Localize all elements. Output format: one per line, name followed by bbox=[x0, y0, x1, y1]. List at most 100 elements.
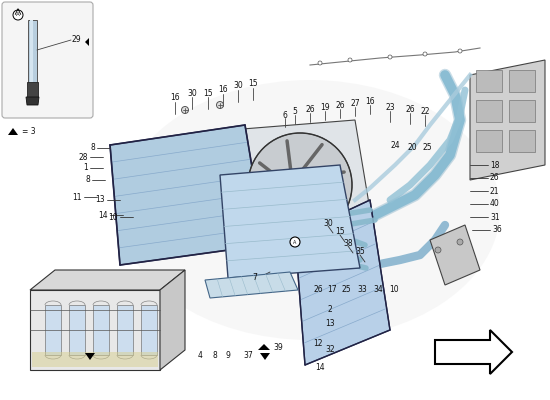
Text: 14: 14 bbox=[98, 210, 108, 220]
Text: 25: 25 bbox=[422, 144, 432, 152]
Polygon shape bbox=[205, 272, 298, 298]
Polygon shape bbox=[26, 97, 39, 105]
Polygon shape bbox=[470, 60, 545, 180]
Text: 6: 6 bbox=[283, 110, 288, 120]
Text: 2: 2 bbox=[328, 306, 332, 314]
Text: 39: 39 bbox=[273, 342, 283, 352]
Circle shape bbox=[457, 239, 463, 245]
Text: 23: 23 bbox=[385, 104, 395, 112]
Circle shape bbox=[13, 10, 23, 20]
Polygon shape bbox=[258, 344, 270, 350]
Circle shape bbox=[348, 58, 352, 62]
Text: 19: 19 bbox=[320, 104, 330, 112]
Text: 15: 15 bbox=[248, 80, 258, 88]
Bar bbox=[509, 70, 535, 92]
Text: 30: 30 bbox=[323, 218, 333, 228]
Text: 29: 29 bbox=[72, 36, 81, 44]
Bar bbox=[476, 70, 502, 92]
Text: 38: 38 bbox=[343, 238, 353, 248]
Circle shape bbox=[458, 49, 462, 53]
Text: 26: 26 bbox=[313, 286, 323, 294]
Polygon shape bbox=[160, 270, 185, 370]
Text: A: A bbox=[293, 240, 296, 244]
Text: 22: 22 bbox=[420, 108, 430, 116]
Text: 31: 31 bbox=[490, 212, 499, 222]
Polygon shape bbox=[230, 120, 375, 250]
Text: 17: 17 bbox=[327, 286, 337, 294]
Text: 25: 25 bbox=[341, 286, 351, 294]
Text: 26: 26 bbox=[305, 106, 315, 114]
Circle shape bbox=[423, 52, 427, 56]
Text: 10: 10 bbox=[108, 212, 118, 222]
Bar bbox=[117, 305, 133, 355]
Text: 28: 28 bbox=[79, 152, 88, 162]
Text: 33: 33 bbox=[357, 286, 367, 294]
Circle shape bbox=[435, 247, 441, 253]
Text: 26: 26 bbox=[335, 102, 345, 110]
Circle shape bbox=[290, 175, 310, 195]
Text: 13: 13 bbox=[95, 196, 105, 204]
Text: 30: 30 bbox=[233, 82, 243, 90]
Bar bbox=[476, 100, 502, 122]
Text: 26: 26 bbox=[490, 174, 499, 182]
Text: 5: 5 bbox=[293, 108, 298, 116]
Bar bbox=[509, 100, 535, 122]
Polygon shape bbox=[85, 38, 89, 46]
Text: 21: 21 bbox=[490, 186, 499, 196]
Text: 10: 10 bbox=[389, 286, 399, 294]
Text: 16: 16 bbox=[218, 86, 228, 94]
Polygon shape bbox=[85, 353, 95, 360]
Bar bbox=[509, 130, 535, 152]
Polygon shape bbox=[260, 353, 270, 360]
Text: 16: 16 bbox=[170, 94, 180, 102]
Circle shape bbox=[248, 133, 352, 237]
Polygon shape bbox=[220, 165, 360, 278]
Polygon shape bbox=[110, 125, 265, 265]
Text: A: A bbox=[16, 12, 20, 18]
Text: = 3: = 3 bbox=[22, 126, 36, 136]
Text: 37: 37 bbox=[243, 350, 253, 360]
Text: 12: 12 bbox=[314, 338, 323, 348]
Bar bbox=[27, 82, 38, 97]
Text: 20: 20 bbox=[407, 144, 417, 152]
Circle shape bbox=[290, 237, 300, 247]
Bar bbox=[141, 305, 157, 355]
Text: 16: 16 bbox=[365, 98, 375, 106]
Text: 26: 26 bbox=[405, 106, 415, 114]
Text: 36: 36 bbox=[492, 226, 502, 234]
Bar bbox=[69, 305, 85, 355]
Polygon shape bbox=[435, 330, 512, 374]
Polygon shape bbox=[295, 200, 390, 365]
Text: 30: 30 bbox=[187, 88, 197, 98]
Polygon shape bbox=[30, 290, 160, 370]
Text: 8: 8 bbox=[213, 350, 217, 360]
Circle shape bbox=[217, 102, 223, 108]
Text: 35: 35 bbox=[355, 248, 365, 256]
Text: 34: 34 bbox=[373, 286, 383, 294]
Polygon shape bbox=[430, 225, 480, 285]
Text: 27: 27 bbox=[350, 100, 360, 108]
Text: 14: 14 bbox=[315, 364, 325, 372]
Text: 15: 15 bbox=[335, 228, 345, 236]
Circle shape bbox=[182, 106, 189, 114]
Bar bbox=[93, 305, 109, 355]
Text: 7: 7 bbox=[252, 274, 257, 282]
Bar bbox=[30, 20, 33, 85]
Circle shape bbox=[318, 61, 322, 65]
Text: 32: 32 bbox=[325, 346, 335, 354]
Polygon shape bbox=[8, 128, 18, 135]
Polygon shape bbox=[30, 270, 185, 290]
Text: 15: 15 bbox=[203, 88, 213, 98]
Circle shape bbox=[388, 55, 392, 59]
Text: 24: 24 bbox=[390, 140, 400, 150]
Text: 8: 8 bbox=[85, 176, 90, 184]
Text: 1: 1 bbox=[83, 164, 88, 172]
Ellipse shape bbox=[120, 80, 500, 340]
Text: 4: 4 bbox=[197, 350, 202, 360]
Bar bbox=[45, 305, 61, 355]
Text: 9: 9 bbox=[226, 350, 230, 360]
Text: 8: 8 bbox=[90, 144, 95, 152]
Text: 11: 11 bbox=[73, 192, 82, 202]
Bar bbox=[476, 130, 502, 152]
Text: 18: 18 bbox=[490, 160, 499, 170]
